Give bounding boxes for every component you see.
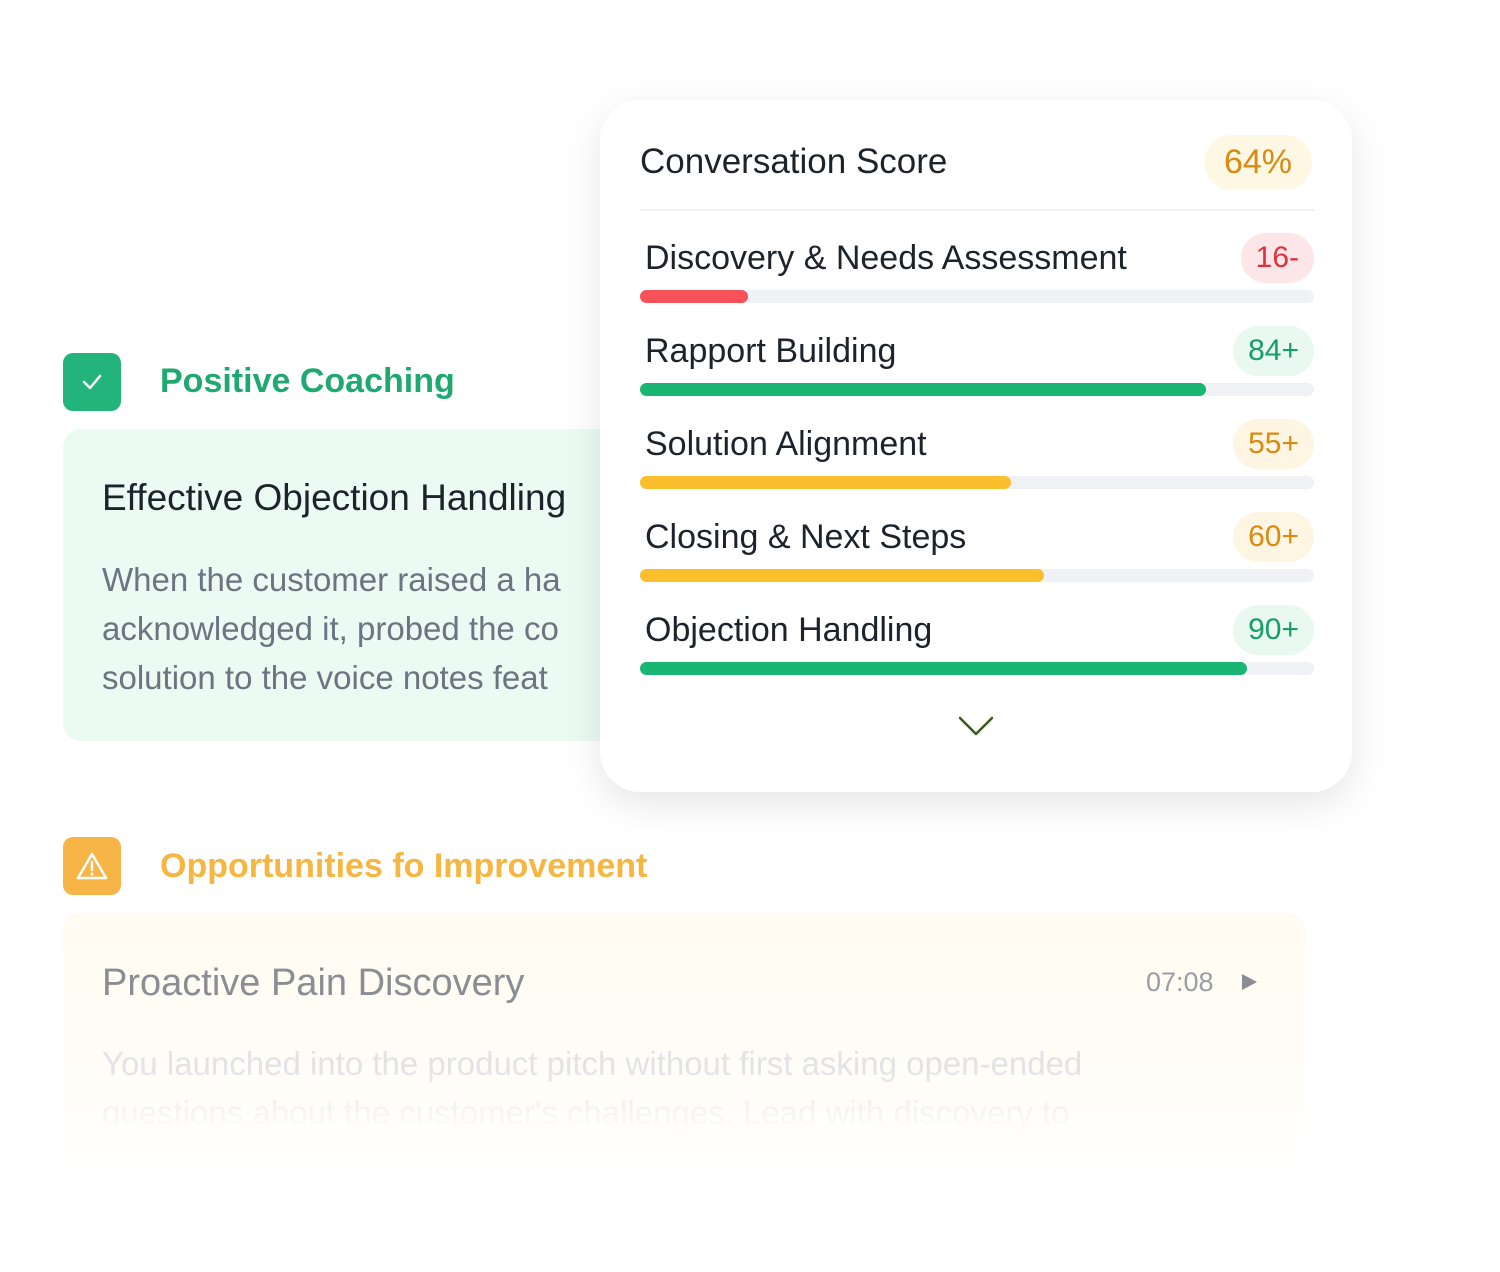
score-row: Discovery & Needs Assessment 16-: [640, 233, 1314, 313]
progress-bar: [640, 662, 1247, 675]
score-row: Objection Handling 90+: [640, 605, 1314, 685]
category-badge: 60+: [1233, 512, 1314, 562]
check-icon: [63, 353, 121, 411]
text-line: questions about the customer's challenge…: [102, 1094, 1070, 1131]
card-text: You launched into the product pitch with…: [102, 1039, 1082, 1137]
progress-bar: [640, 290, 748, 303]
timestamp: 07:08: [1146, 967, 1214, 997]
card-title: Proactive Pain Discovery: [102, 962, 525, 1004]
score-row: Rapport Building 84+: [640, 326, 1314, 406]
category-name: Closing & Next Steps: [645, 518, 967, 556]
improvement-card: Proactive Pain Discovery 07:08 You launc…: [63, 913, 1305, 1173]
text-line: solution to the voice notes feat: [102, 659, 548, 696]
category-name: Rapport Building: [645, 332, 897, 370]
card-title: Effective Objection Handling: [102, 477, 567, 518]
category-badge: 16-: [1240, 233, 1314, 283]
section-heading: Positive Coaching: [160, 362, 455, 400]
progress-bar: [640, 476, 1011, 489]
category-badge: 90+: [1233, 605, 1314, 655]
score-row: Closing & Next Steps 60+: [640, 512, 1314, 592]
category-badge: 84+: [1233, 326, 1314, 376]
category-badge: 55+: [1233, 419, 1314, 469]
progress-bar: [640, 569, 1045, 582]
expand-chevron[interactable]: [958, 715, 994, 737]
text-line: You launched into the product pitch with…: [102, 1045, 1083, 1082]
progress-track: [640, 383, 1314, 396]
progress-track: [640, 290, 1314, 303]
category-name: Solution Alignment: [645, 425, 927, 463]
category-name: Discovery & Needs Assessment: [645, 239, 1127, 277]
score-card: Conversation Score 64% Discovery & Needs…: [600, 100, 1352, 792]
progress-track: [640, 662, 1314, 675]
warning-icon: [63, 837, 121, 895]
text-line: When the customer raised a ha: [102, 561, 561, 598]
play-button[interactable]: [1239, 972, 1259, 992]
score-badge: 64%: [1203, 135, 1312, 190]
divider: [640, 209, 1314, 211]
text-line: acknowledged it, probed the co: [102, 610, 559, 647]
category-name: Objection Handling: [645, 611, 933, 649]
progress-bar: [640, 383, 1207, 396]
card-text: When the customer raised a ha acknowledg…: [102, 555, 561, 702]
section-heading: Opportunities fo Improvement: [160, 847, 648, 885]
progress-track: [640, 569, 1314, 582]
score-title: Conversation Score: [640, 142, 948, 181]
score-row: Solution Alignment 55+: [640, 419, 1314, 499]
progress-track: [640, 476, 1314, 489]
